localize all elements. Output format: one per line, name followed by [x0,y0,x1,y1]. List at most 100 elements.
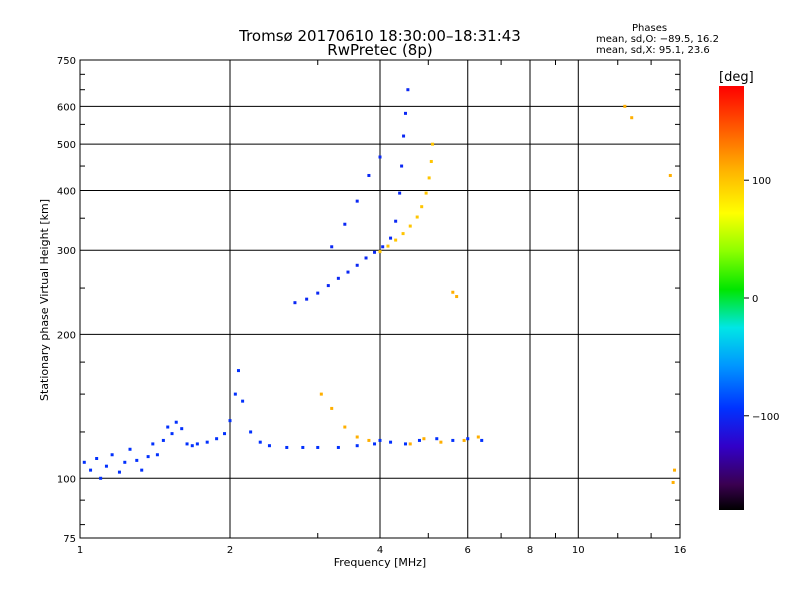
echo-point [99,476,103,480]
y-tick-label: 500 [57,140,76,151]
echo-point [466,437,470,441]
phase-stats-x-mode: mean, sd,X: 95.1, 23.6 [596,45,710,56]
y-tick-label: 600 [57,102,76,113]
echo-point [258,440,262,444]
y-tick-labels: 75 100 200 300 400 500 600 750 [57,56,76,545]
phase-stats-heading: Phases [632,23,668,34]
echo-point [82,460,86,464]
echo-point [161,438,165,442]
echo-point [476,435,480,439]
echo-point [185,442,189,446]
echo-point [316,291,320,295]
echo-point [424,191,428,195]
echo-point [170,432,174,436]
echo-point [326,284,330,288]
echo-point [123,460,127,464]
echo-point [228,419,232,423]
echo-point [401,232,405,236]
echo-point [110,453,114,457]
y-tick-label: 75 [63,534,76,545]
echo-point [386,244,390,248]
colorbar-tick-label: −100 [752,412,779,423]
echo-point [140,468,144,472]
echo-point [319,392,323,396]
echo-point [373,250,377,254]
echo-point [462,438,466,442]
echo-point [233,392,237,396]
echo-point [301,445,305,449]
x-tick-labels: 1 2 4 6 8 10 16 [77,545,687,556]
echo-point [166,425,170,429]
echo-point [378,438,382,442]
echo-point [146,455,150,459]
echo-point [355,199,359,203]
x-tick-label: 4 [377,545,383,556]
echo-point [223,432,227,436]
echo-point [455,295,459,299]
echo-point [378,250,382,254]
x-tick-label: 16 [674,545,687,556]
colorbar-tick-label: 0 [752,294,758,305]
echo-point [403,442,407,446]
echo-point [117,470,121,474]
echo-point [381,245,385,249]
echo-point [355,263,359,267]
echo-point [155,453,159,457]
echo-point [429,159,433,163]
echo-point [285,445,289,449]
axis-ticks [80,60,680,538]
echo-point [343,222,347,226]
echo-point [389,236,393,240]
data-points [82,88,677,484]
echo-point [373,442,377,446]
echo-point [427,176,431,180]
chart-subtitle: RwPretec (8p) [327,41,433,59]
echo-point [417,438,421,442]
echo-point [330,245,334,249]
x-axis-label: Frequency [MHz] [334,556,426,569]
echo-point [336,276,340,280]
echo-point [267,444,271,448]
colorbar-unit-label: [deg] [719,70,754,85]
echo-point [378,155,382,159]
x-tick-label: 2 [227,545,233,556]
echo-point [305,297,309,301]
echo-point [431,142,435,146]
echo-point [420,205,424,209]
echo-point [343,425,347,429]
plot-frame [79,59,681,539]
colorbar-tick-label: 100 [752,176,771,187]
echo-point [630,116,634,120]
echo-point [355,435,359,439]
echo-point [104,464,108,468]
y-axis-label: Stationary phase Virtual Height [km] [38,199,51,401]
echo-point [402,134,406,138]
phase-stats-o-mode: mean, sd,O: −89.5, 16.2 [596,34,719,45]
echo-point [336,445,340,449]
echo-point [355,444,359,448]
grid-lines [80,60,680,538]
echo-point [135,458,139,462]
x-tick-label: 8 [527,545,533,556]
echo-point [408,442,412,446]
x-tick-label: 10 [572,545,585,556]
echo-point [330,406,334,410]
echo-point [205,440,209,444]
echo-point [195,442,199,446]
echo-point [364,256,368,260]
echo-point [95,456,99,460]
echo-point [451,290,455,294]
chart-title: Tromsø 20170610 18:30:00–18:31:43 [239,27,521,45]
echo-point [403,111,407,115]
echo-point [346,270,350,274]
echo-point [367,173,371,177]
colorbar-ticks: 100 0 −100 [744,176,779,423]
y-tick-label: 300 [57,246,76,257]
echo-point [671,480,675,484]
y-tick-label: 750 [57,56,76,67]
echo-point [415,215,419,219]
echo-point [249,430,253,434]
echo-point [316,445,320,449]
echo-point [400,164,404,168]
